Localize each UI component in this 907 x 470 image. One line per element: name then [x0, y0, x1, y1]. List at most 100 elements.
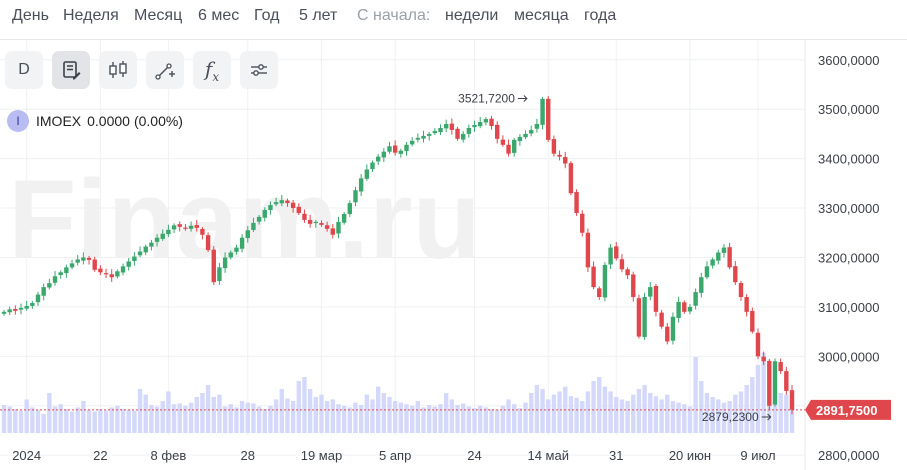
volume-bar: [443, 393, 449, 433]
period-week[interactable]: Неделя: [63, 7, 119, 24]
instrument-ticker[interactable]: IMOEX: [36, 113, 82, 129]
period-year[interactable]: Год: [254, 7, 280, 24]
price-tick-label: 3400,0000: [818, 152, 879, 167]
candle-body: [546, 98, 551, 140]
candle: [319, 220, 324, 227]
candle-body: [506, 144, 511, 154]
volume-bar: [132, 410, 137, 433]
volume-bar: [98, 409, 103, 433]
price-tick-label: 2800,0000: [818, 448, 879, 463]
volume-bar: [591, 381, 596, 433]
period-month[interactable]: Месяц: [134, 7, 183, 24]
volume-bar: [24, 399, 29, 433]
candle: [466, 124, 472, 138]
candle-body: [574, 192, 579, 213]
candle: [392, 140, 398, 156]
candle-body: [200, 229, 205, 235]
candle-body: [387, 146, 392, 152]
candle-body: [336, 221, 341, 234]
candle: [239, 234, 245, 253]
volume-bar: [608, 391, 613, 433]
period-since-year[interactable]: года: [584, 7, 617, 24]
drawing-tools-button[interactable]: [146, 51, 184, 89]
volume-bar: [217, 394, 222, 433]
candle-body: [648, 287, 653, 297]
indicators-button[interactable]: fx: [193, 51, 231, 89]
price-chart[interactable]: Finam.ru 2800,0000 3000,0000 3100,0000 3200…: [0, 40, 907, 470]
settings-button[interactable]: [240, 51, 278, 89]
finam-watermark: Finam.ru: [8, 157, 481, 282]
period-since-week[interactable]: недели: [445, 7, 499, 24]
volume-bar: [35, 409, 41, 433]
candle-body: [120, 266, 126, 273]
period-since-month[interactable]: месяца: [514, 7, 569, 24]
timeframe-button[interactable]: D: [5, 51, 43, 89]
volume-bar: [721, 402, 727, 433]
candle-body: [171, 225, 177, 230]
volume-bar: [75, 407, 80, 433]
candle: [631, 271, 636, 302]
candle-body: [744, 297, 749, 312]
period-selector: День Неделя Месяц 6 мес Год 5 лет С нача…: [0, 0, 907, 34]
candle-body: [194, 225, 199, 228]
volume-bar: [7, 406, 12, 433]
candle: [364, 164, 370, 181]
candle: [64, 264, 69, 278]
candle-body: [143, 246, 148, 253]
volume-bar: [262, 409, 267, 433]
time-tick-label: 5 апр: [379, 448, 411, 463]
candle: [228, 250, 233, 260]
volume-bar: [273, 399, 279, 433]
sliders-icon: [251, 64, 267, 76]
candle: [489, 115, 494, 130]
period-6-months[interactable]: 6 мес: [198, 7, 240, 24]
candle-body: [319, 223, 324, 225]
price-tick-label: 3600,0000: [818, 53, 879, 68]
candle-body: [591, 266, 596, 288]
candle-body: [154, 237, 160, 242]
candle-body: [228, 252, 233, 258]
candle-body: [563, 157, 568, 164]
volume-bar: [597, 377, 602, 433]
candle-body: [81, 257, 86, 261]
volume-bar: [523, 402, 528, 433]
candle: [120, 263, 126, 276]
volume-bar: [313, 397, 318, 433]
volume-bar: [546, 399, 551, 433]
volume-bar: [648, 393, 653, 433]
candle-body: [347, 203, 353, 214]
volume-bar: [472, 408, 477, 433]
candle: [710, 257, 715, 269]
candle-body: [35, 294, 41, 303]
candle-body: [69, 263, 75, 268]
candle-body: [523, 133, 528, 138]
volume-bar: [750, 377, 755, 433]
candle: [432, 128, 438, 136]
candle-body: [761, 356, 766, 362]
candle: [659, 309, 664, 329]
volume-bar: [358, 405, 364, 433]
volume-bar: [557, 391, 562, 433]
volume-bar: [251, 403, 256, 433]
candle: [1, 309, 7, 316]
time-tick-label: 9 июл: [740, 448, 775, 463]
candle: [234, 244, 239, 255]
candle-type-button[interactable]: [99, 51, 137, 89]
candle: [41, 283, 46, 301]
chart-notes-button[interactable]: [52, 51, 90, 89]
candle-body: [415, 137, 421, 140]
candle: [619, 254, 625, 273]
period-day[interactable]: День: [12, 7, 49, 24]
candle-body: [421, 135, 426, 139]
volume-bar: [92, 411, 97, 433]
volume-bar: [789, 397, 795, 433]
volume-bar: [421, 407, 426, 433]
candle: [302, 209, 307, 223]
volume-bar: [18, 410, 24, 433]
volume-bar: [234, 407, 239, 433]
volume-bar: [670, 401, 676, 433]
period-5-years[interactable]: 5 лет: [299, 7, 338, 24]
volume-bar: [183, 405, 188, 433]
volume-bar: [41, 413, 46, 433]
candle-body: [517, 136, 523, 142]
